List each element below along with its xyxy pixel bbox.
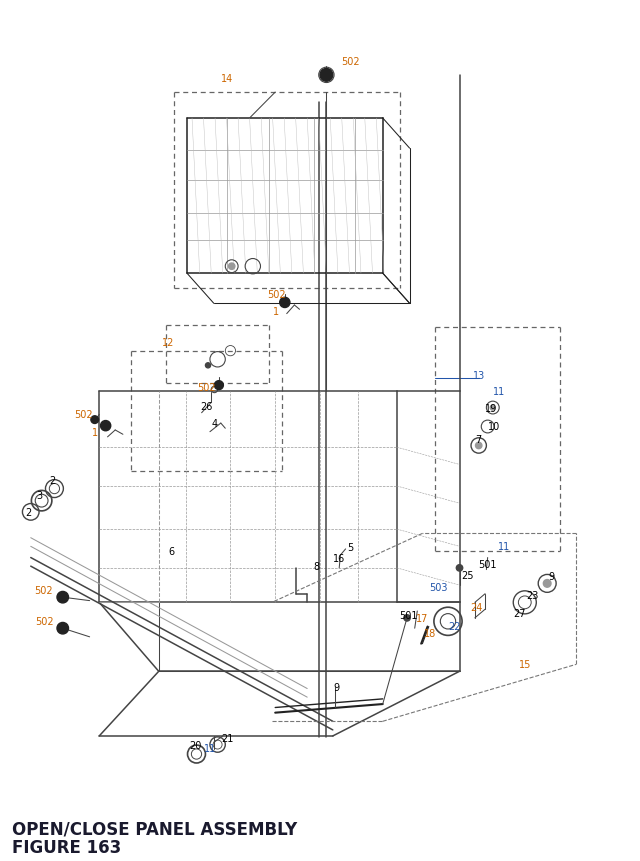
Text: 18: 18 <box>424 628 436 638</box>
Circle shape <box>280 298 290 308</box>
Text: 13: 13 <box>472 370 485 381</box>
Circle shape <box>57 623 68 635</box>
Circle shape <box>543 579 551 587</box>
Text: 7: 7 <box>476 434 482 444</box>
Text: 502: 502 <box>74 410 93 420</box>
Circle shape <box>404 615 410 622</box>
Text: 2: 2 <box>26 507 32 517</box>
Text: 9: 9 <box>333 682 339 692</box>
Text: 24: 24 <box>470 602 483 612</box>
Text: 27: 27 <box>513 608 526 618</box>
Text: 23: 23 <box>526 591 539 601</box>
Text: 20: 20 <box>189 740 202 750</box>
Text: 2: 2 <box>49 475 56 486</box>
Text: 21: 21 <box>221 733 234 743</box>
Circle shape <box>456 565 463 572</box>
Text: 502: 502 <box>196 382 216 393</box>
Text: 16: 16 <box>333 553 346 563</box>
Text: 502: 502 <box>35 616 54 627</box>
Text: 1: 1 <box>273 307 280 317</box>
Circle shape <box>91 417 99 424</box>
Text: 19: 19 <box>485 404 498 414</box>
Text: 3: 3 <box>36 491 43 501</box>
Text: OPEN/CLOSE PANEL ASSEMBLY: OPEN/CLOSE PANEL ASSEMBLY <box>12 820 297 838</box>
Circle shape <box>205 363 211 369</box>
Circle shape <box>320 70 333 82</box>
Text: 503: 503 <box>429 582 447 592</box>
Text: 11: 11 <box>204 743 216 753</box>
Text: 22: 22 <box>448 622 461 632</box>
Text: 14: 14 <box>221 74 234 84</box>
Text: 10: 10 <box>488 421 500 431</box>
Text: 502: 502 <box>34 585 53 596</box>
Text: 502: 502 <box>267 289 286 300</box>
Text: 501: 501 <box>479 559 497 569</box>
Circle shape <box>57 592 68 604</box>
Circle shape <box>214 381 223 390</box>
Text: 15: 15 <box>518 660 531 670</box>
Text: 9: 9 <box>548 572 555 582</box>
Circle shape <box>476 443 482 449</box>
Text: 1: 1 <box>92 427 98 437</box>
Text: 8: 8 <box>314 561 320 572</box>
Text: FIGURE 163: FIGURE 163 <box>12 838 121 856</box>
Text: 25: 25 <box>461 570 474 580</box>
Circle shape <box>100 421 111 431</box>
Text: 11: 11 <box>498 542 511 552</box>
Text: 5: 5 <box>348 542 354 553</box>
Text: 502: 502 <box>341 57 360 67</box>
Text: 11: 11 <box>493 387 506 397</box>
Circle shape <box>228 263 235 270</box>
Text: 501: 501 <box>399 610 417 621</box>
Text: 4: 4 <box>211 418 218 429</box>
Text: 17: 17 <box>416 613 429 623</box>
Text: 26: 26 <box>200 401 212 412</box>
Text: 12: 12 <box>161 338 174 348</box>
Circle shape <box>490 406 495 411</box>
Text: 6: 6 <box>168 546 175 556</box>
